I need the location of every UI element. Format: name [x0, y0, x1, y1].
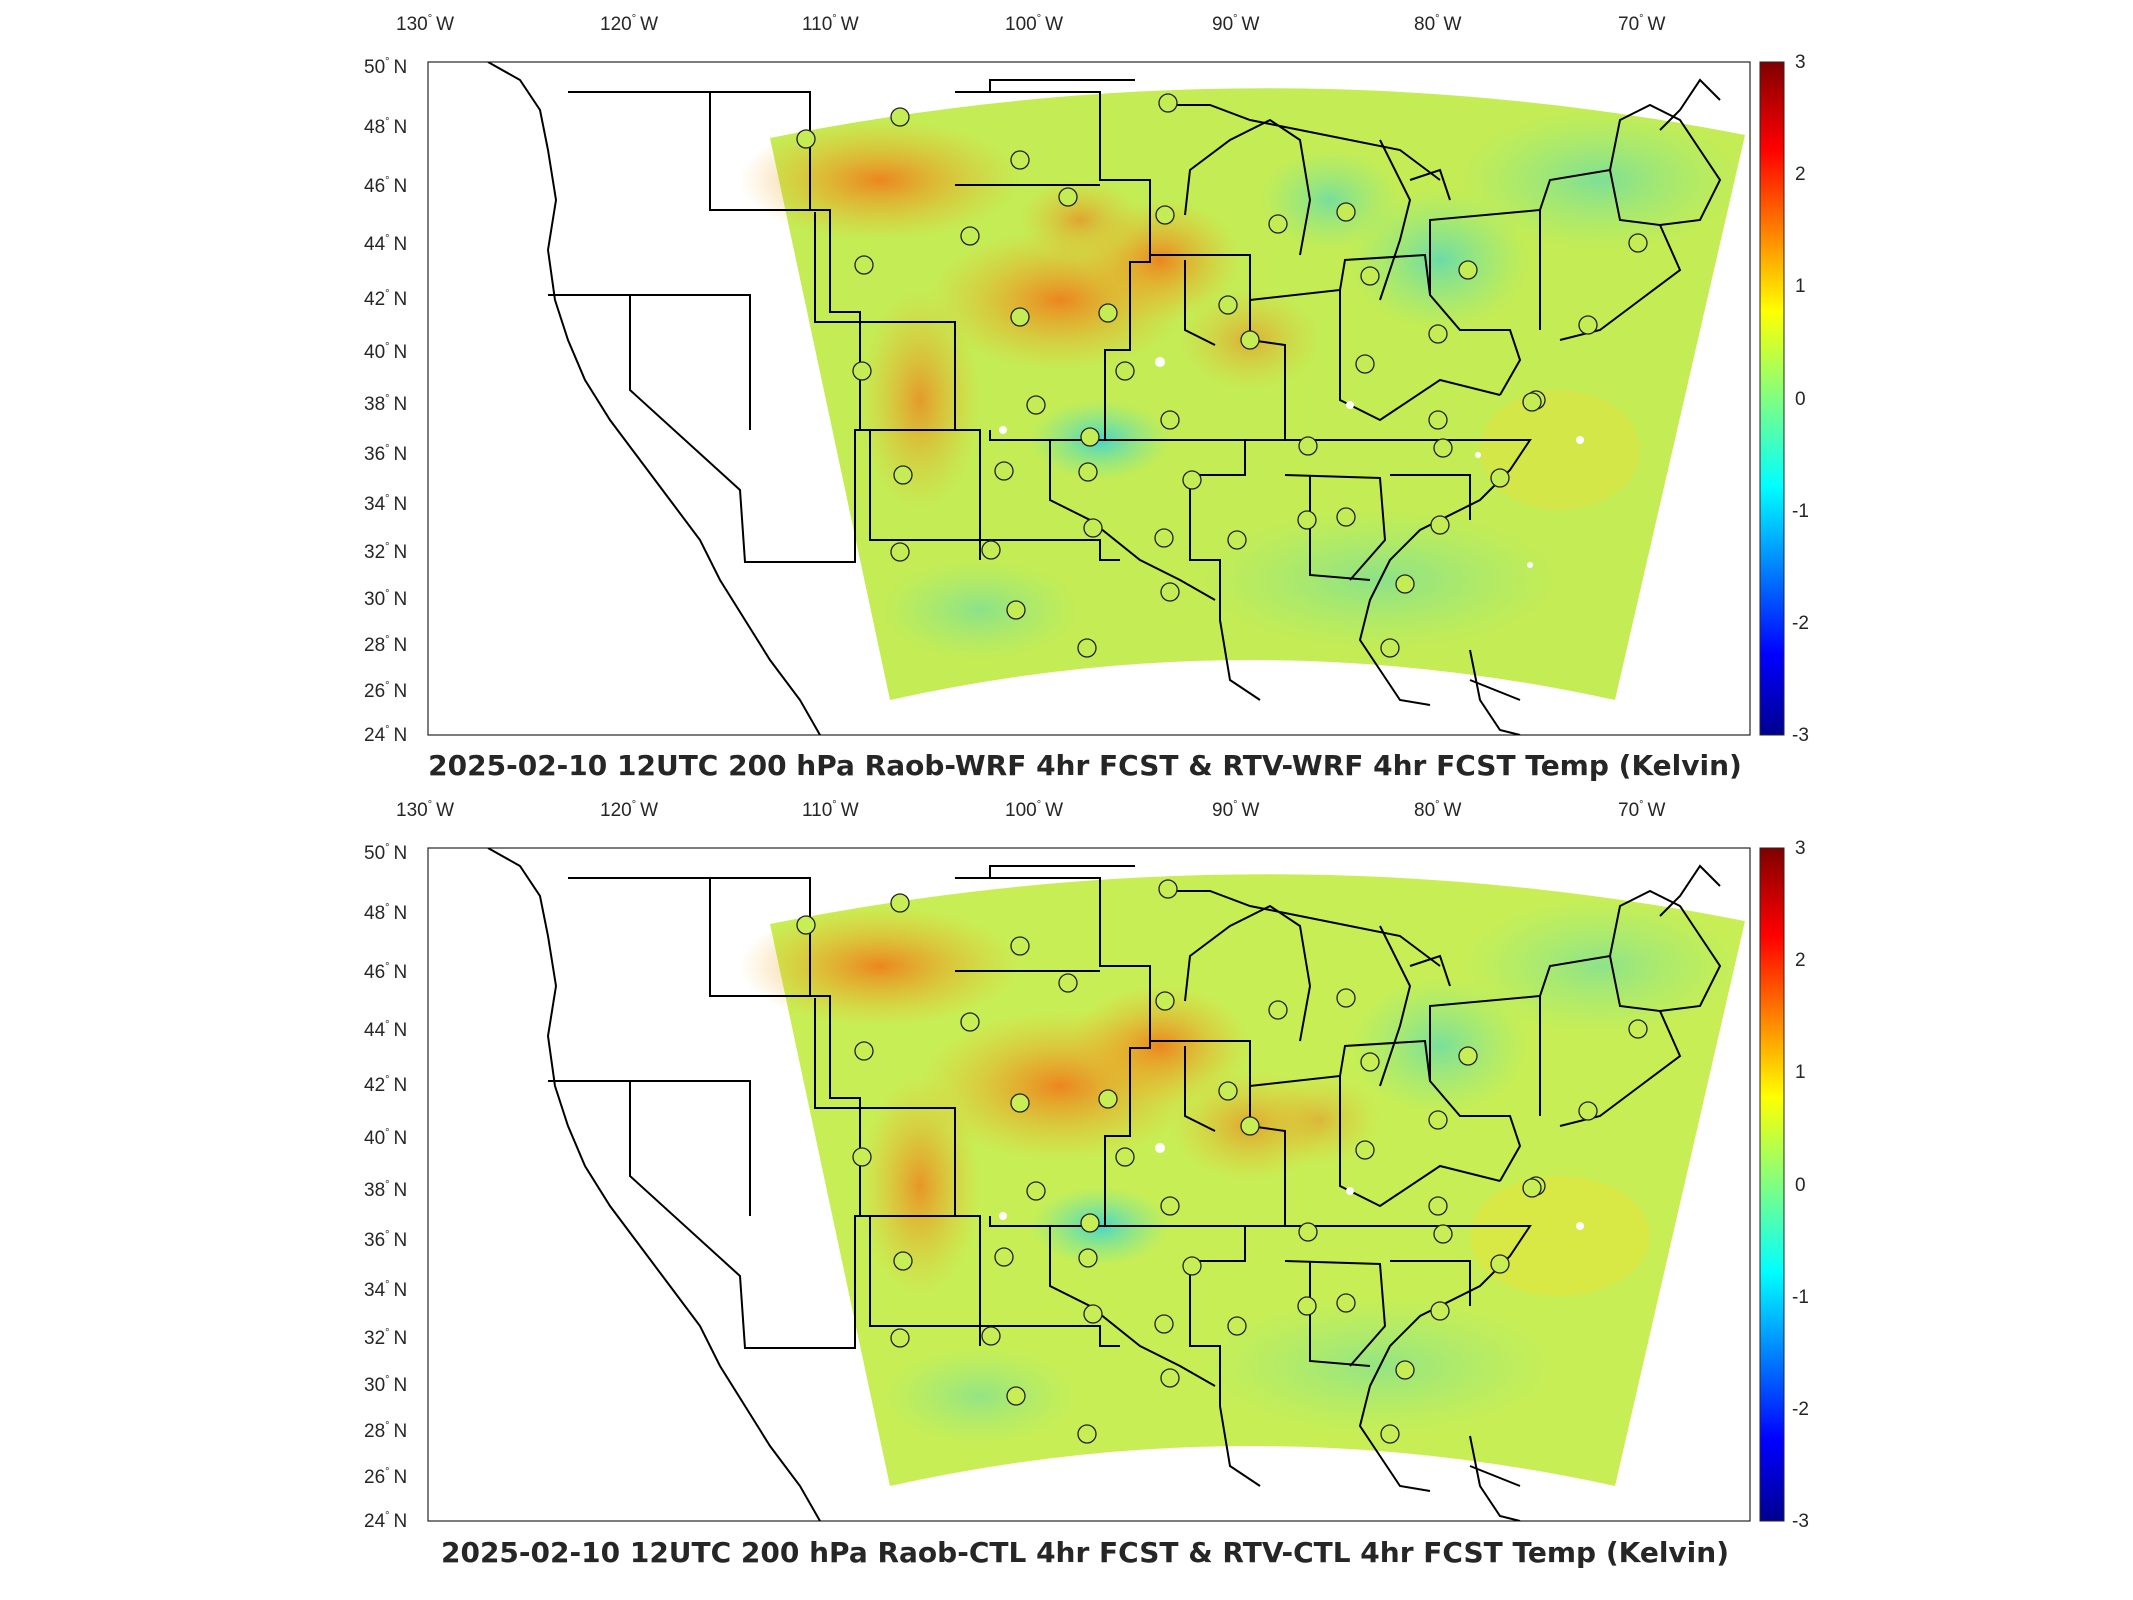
svg-text:46°N: 46° N [364, 175, 407, 197]
svg-text:42°N: 42° N [364, 1074, 407, 1096]
svg-text:2: 2 [1795, 164, 1806, 185]
svg-text:80°W: 80° W [1414, 13, 1462, 35]
svg-text:-2: -2 [1792, 613, 1809, 634]
state-boundaries [487, 62, 1722, 735]
svg-text:110°W: 110° W [802, 799, 859, 821]
svg-text:26°N: 26° N [364, 1466, 407, 1488]
panel-title-top: 2025-02-10 12UTC 200 hPa Raob-WRF 4hr FC… [428, 749, 1742, 782]
svg-text:70°W: 70° W [1618, 13, 1666, 35]
svg-text:48°N: 48° N [364, 116, 407, 138]
svg-text:38°N: 38° N [364, 1179, 407, 1201]
lat-labels-bottom: 50° N 48° N 46° N 44° N 42° N 40° N 38° N 36° N … [364, 842, 407, 1532]
svg-text:100°W: 100° W [1005, 13, 1063, 35]
svg-text:38°N: 38° N [364, 393, 407, 415]
svg-text:-2: -2 [1792, 1399, 1809, 1420]
svg-text:0: 0 [1795, 389, 1806, 410]
map-panel-top: 130° W 120° W 110° W 100° W 90° W 80° W 70° W 5… [364, 13, 1809, 782]
svg-text:-3: -3 [1792, 1511, 1809, 1532]
svg-text:90°W: 90° W [1212, 799, 1260, 821]
svg-text:120°W: 120° W [600, 13, 658, 35]
svg-text:120°W: 120° W [600, 799, 658, 821]
svg-text:130°W: 130° W [396, 799, 454, 821]
svg-text:32°N: 32° N [364, 1327, 407, 1349]
svg-text:32°N: 32° N [364, 541, 407, 563]
svg-text:-1: -1 [1792, 501, 1809, 522]
svg-text:0: 0 [1795, 1175, 1806, 1196]
svg-text:28°N: 28° N [364, 634, 407, 656]
svg-text:3: 3 [1795, 52, 1806, 73]
svg-text:40°N: 40° N [364, 1127, 407, 1149]
raob-stations [796, 879, 1648, 1444]
colorbar-bottom: 3 2 1 0 -1 -2 -3 [1759, 838, 1809, 1532]
svg-text:34°N: 34° N [364, 1279, 407, 1301]
svg-text:90°W: 90° W [1212, 13, 1260, 35]
svg-text:3: 3 [1795, 838, 1806, 859]
state-boundaries [487, 848, 1722, 1521]
panel-title-bottom: 2025-02-10 12UTC 200 hPa Raob-CTL 4hr FC… [441, 1536, 1729, 1569]
map-figure-top: 130° W 120° W 110° W 100° W 90° W 80° W 70° W 5… [364, 13, 1809, 782]
svg-text:30°N: 30° N [364, 1374, 407, 1396]
map-figure-bottom: 130° W 120° W 110° W 100° W 90° W 80° W 70° W 5… [364, 799, 1809, 1569]
svg-text:26°N: 26° N [364, 680, 407, 702]
svg-text:34°N: 34° N [364, 493, 407, 515]
svg-text:40°N: 40° N [364, 341, 407, 363]
svg-text:30°N: 30° N [364, 588, 407, 610]
lat-labels-top: 50° N 48° N 46° N 44° N 42° N 40° N 38° N 36° N … [364, 56, 407, 746]
svg-text:110°W: 110° W [802, 13, 859, 35]
svg-text:50°N: 50° N [364, 842, 407, 864]
lon-labels-bottom: 130° W 120° W 110° W 100° W 90° W 80° W 70° W [396, 799, 1666, 821]
svg-text:46°N: 46° N [364, 961, 407, 983]
colorbar-top: 3 2 1 0 -1 -2 -3 [1759, 52, 1809, 746]
svg-text:48°N: 48° N [364, 902, 407, 924]
svg-text:130°W: 130° W [396, 13, 454, 35]
svg-text:50°N: 50° N [364, 56, 407, 78]
svg-text:42°N: 42° N [364, 288, 407, 310]
lon-labels-top: 130° W 120° W 110° W 100° W 90° W 80° W 70° W [396, 13, 1666, 35]
svg-text:2: 2 [1795, 950, 1806, 971]
svg-text:24°N: 24° N [364, 1510, 407, 1532]
svg-text:44°N: 44° N [364, 1019, 407, 1041]
svg-text:28°N: 28° N [364, 1420, 407, 1442]
svg-text:36°N: 36° N [364, 443, 407, 465]
svg-text:1: 1 [1795, 276, 1806, 297]
svg-text:70°W: 70° W [1618, 799, 1666, 821]
svg-text:100°W: 100° W [1005, 799, 1063, 821]
svg-text:-3: -3 [1792, 725, 1809, 746]
map-panel-bottom: 130° W 120° W 110° W 100° W 90° W 80° W 70° W 5… [0, 790, 2133, 1600]
svg-text:-1: -1 [1792, 1287, 1809, 1308]
svg-text:36°N: 36° N [364, 1229, 407, 1251]
svg-text:44°N: 44° N [364, 233, 407, 255]
svg-text:80°W: 80° W [1414, 799, 1462, 821]
svg-text:1: 1 [1795, 1062, 1806, 1083]
svg-text:24°N: 24° N [364, 724, 407, 746]
raob-stations [796, 93, 1648, 658]
